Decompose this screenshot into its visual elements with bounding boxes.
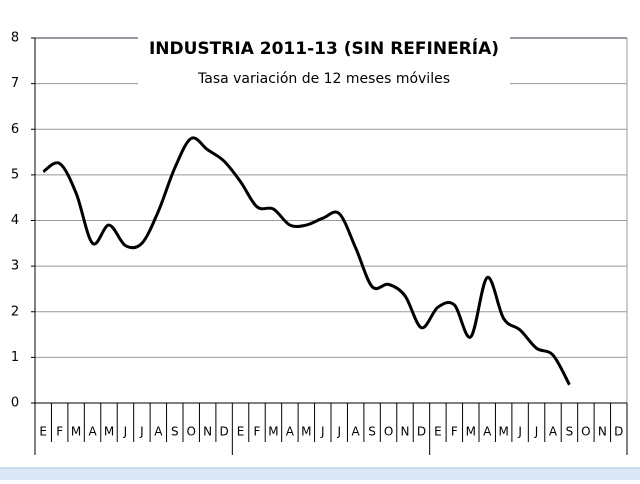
x-tick-label: N [598, 425, 607, 439]
y-tick-label: 8 [11, 31, 19, 46]
x-tick-label: E [434, 425, 442, 439]
y-tick-label: 7 [11, 76, 19, 91]
status-bar [0, 468, 640, 480]
x-tick-label: J [320, 425, 325, 439]
x-tick-label: D [219, 425, 228, 439]
y-tick-label: 4 [11, 213, 19, 228]
x-tick-label: F [56, 425, 63, 439]
x-tick-label: J [517, 425, 522, 439]
y-tick-label: 1 [11, 350, 19, 365]
x-tick-label: F [451, 425, 458, 439]
y-tick-label: 6 [11, 122, 19, 137]
x-tick-label: J [139, 425, 144, 439]
x-tick-label: A [352, 425, 361, 439]
x-tick-label: J [123, 425, 128, 439]
x-tick-label: S [368, 425, 376, 439]
chart-subtitle: Tasa variación de 12 meses móviles [197, 71, 450, 87]
x-tick-label: S [566, 425, 574, 439]
y-tick-label: 3 [11, 259, 19, 274]
x-tick-label: M [466, 425, 476, 439]
y-tick-label: 0 [11, 396, 19, 411]
x-tick-label: J [534, 425, 539, 439]
x-tick-label: N [203, 425, 212, 439]
title-box [138, 30, 510, 96]
x-tick-label: O [186, 425, 195, 439]
x-tick-label: A [154, 425, 163, 439]
y-tick-label: 5 [11, 167, 19, 182]
x-tick-label: O [581, 425, 590, 439]
x-tick-label: M [268, 425, 278, 439]
x-tick-label: A [286, 425, 295, 439]
chart-title: INDUSTRIA 2011-13 (SIN REFINERÍA) [149, 37, 499, 59]
x-tick-label: J [336, 425, 341, 439]
x-tick-label: M [301, 425, 311, 439]
x-tick-label: D [417, 425, 426, 439]
y-tick-label: 2 [11, 304, 19, 319]
x-tick-label: E [39, 425, 47, 439]
x-tick-label: O [384, 425, 393, 439]
x-tick-label: S [171, 425, 179, 439]
x-tick-label: M [71, 425, 81, 439]
x-tick-label: A [88, 425, 97, 439]
x-tick-label: A [483, 425, 492, 439]
x-tick-label: A [549, 425, 558, 439]
x-tick-label: E [237, 425, 245, 439]
x-tick-label: M [104, 425, 114, 439]
x-tick-label: F [254, 425, 261, 439]
x-tick-label: D [614, 425, 623, 439]
x-tick-label: M [498, 425, 508, 439]
data-line [42, 136, 571, 386]
x-tick-label: N [401, 425, 410, 439]
